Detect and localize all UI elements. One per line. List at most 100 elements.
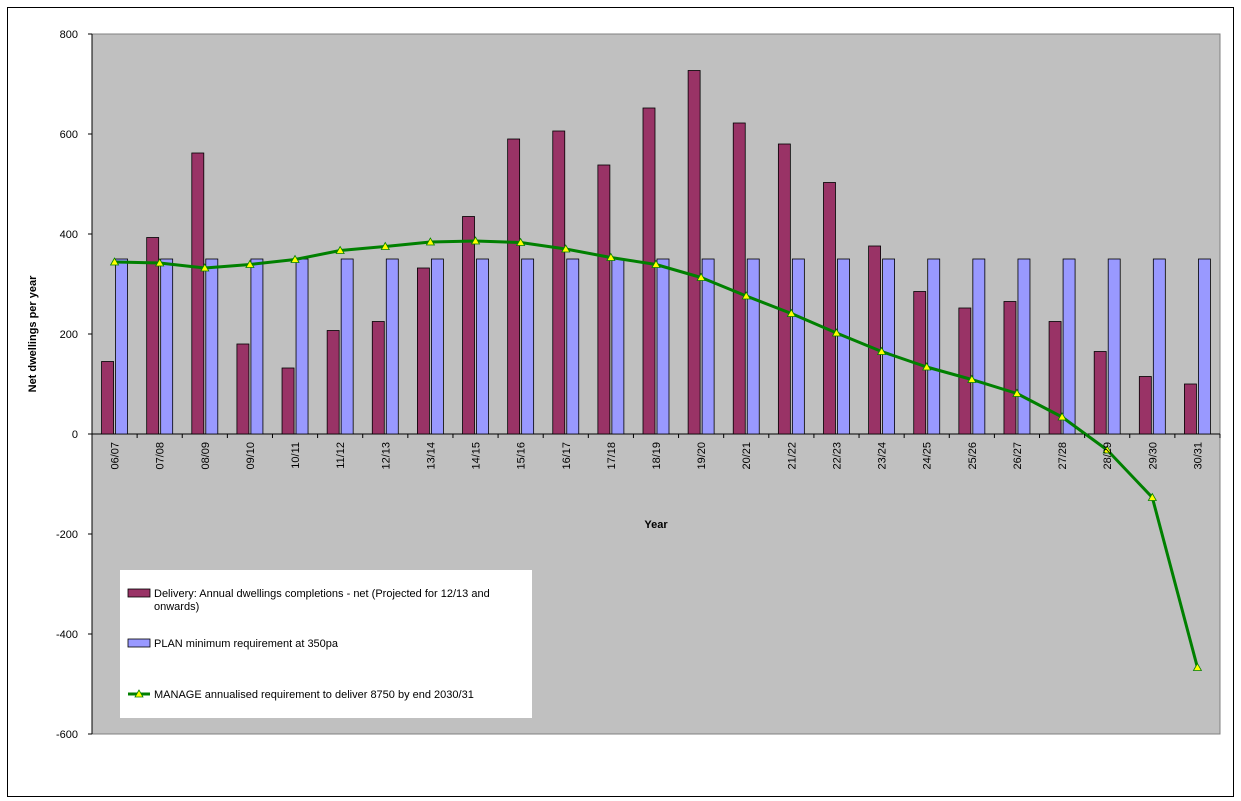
legend-label-delivery: Delivery: Annual dwellings completions -… bbox=[154, 588, 490, 613]
manage-point bbox=[696, 272, 706, 281]
manage-point bbox=[335, 245, 345, 254]
manage-point bbox=[651, 259, 661, 268]
x-axis-label: Year bbox=[644, 519, 668, 531]
x-tick-label: 25/26 bbox=[967, 442, 979, 470]
plan-bar bbox=[791, 258, 805, 435]
plan-bar bbox=[521, 258, 535, 435]
plan-bar bbox=[115, 258, 128, 435]
delivery-bar bbox=[1138, 376, 1152, 435]
y-tick-label: 200 bbox=[60, 329, 78, 341]
legend: Delivery: Annual dwellings completions -… bbox=[120, 570, 532, 718]
legend-label-plan: PLAN minimum requirement at 350pa bbox=[154, 638, 339, 650]
manage-point bbox=[831, 328, 842, 337]
manage-point bbox=[606, 252, 616, 261]
x-tick-label: 19/20 bbox=[696, 442, 708, 470]
delivery-bar bbox=[191, 152, 205, 435]
delivery-bar bbox=[958, 307, 972, 435]
plan-bar bbox=[1152, 258, 1166, 435]
delivery-bar bbox=[371, 321, 385, 435]
manage-point bbox=[154, 258, 165, 267]
manage-point bbox=[967, 374, 977, 383]
chart-svg: 800 600 400 200 0 -200 -400 -600 06/07 07/08 08/0… bbox=[27, 29, 1221, 741]
x-tick-label: 14/15 bbox=[471, 442, 483, 470]
plan-bar bbox=[927, 258, 941, 435]
manage-point bbox=[425, 237, 436, 246]
legend-box bbox=[120, 570, 532, 718]
delivery-bar bbox=[868, 245, 881, 435]
y-tick-label: 600 bbox=[60, 129, 78, 141]
x-tick-label: 18/19 bbox=[651, 442, 663, 470]
manage-point bbox=[1057, 412, 1067, 421]
x-tick-label: 10/11 bbox=[290, 442, 302, 469]
plan-bar bbox=[205, 258, 219, 435]
plan-bar bbox=[882, 258, 895, 435]
manage-point bbox=[290, 254, 300, 263]
delivery-bar bbox=[101, 361, 114, 435]
manage-point bbox=[515, 237, 526, 246]
legend-swatch-plan bbox=[127, 638, 151, 648]
delivery-bar bbox=[236, 343, 250, 435]
delivery-bar bbox=[146, 237, 160, 435]
x-tick-label: 07/08 bbox=[155, 442, 167, 470]
delivery-bar bbox=[1048, 321, 1062, 435]
plan-bar bbox=[385, 258, 399, 435]
x-tick-label: 13/14 bbox=[425, 442, 437, 470]
plan-bar bbox=[295, 258, 309, 435]
plan-bar bbox=[701, 258, 715, 435]
manage-point bbox=[561, 244, 571, 253]
y-axis-label: Net dwellings per year bbox=[27, 275, 39, 392]
legend-swatch-delivery bbox=[127, 588, 151, 598]
plan-bar bbox=[972, 258, 986, 435]
delivery-bar bbox=[1184, 383, 1197, 435]
manage-point bbox=[200, 263, 210, 272]
y-tick-label: -600 bbox=[56, 729, 78, 741]
plan-bar bbox=[1062, 258, 1076, 435]
x-tick-label: 30/31 bbox=[1192, 442, 1204, 470]
x-tick-label: 26/27 bbox=[1012, 442, 1024, 470]
delivery-bar bbox=[642, 107, 656, 435]
x-tick-label: 17/18 bbox=[606, 442, 618, 470]
legend-label-manage: MANAGE annualised requirement to deliver… bbox=[154, 689, 474, 701]
manage-point bbox=[1147, 492, 1158, 501]
x-tick-label: 23/24 bbox=[877, 442, 889, 470]
x-tick-label: 28/29 bbox=[1102, 442, 1114, 470]
plan-bar bbox=[837, 258, 850, 435]
x-tick-label: 16/17 bbox=[561, 442, 573, 470]
x-tick-label: 24/25 bbox=[922, 442, 934, 470]
x-tick-label: 09/10 bbox=[245, 442, 257, 470]
delivery-bar bbox=[687, 70, 701, 435]
plan-bar bbox=[1107, 258, 1121, 435]
delivery-bar bbox=[823, 182, 836, 435]
delivery-bar bbox=[462, 216, 475, 435]
delivery-bar bbox=[507, 138, 521, 435]
delivery-bar bbox=[1093, 351, 1107, 435]
delivery-bar bbox=[552, 130, 566, 435]
manage-point bbox=[1102, 445, 1112, 454]
x-tick-label: 27/28 bbox=[1057, 442, 1069, 470]
x-tick-label: 08/09 bbox=[200, 442, 212, 470]
x-tick-label: 12/13 bbox=[380, 442, 392, 470]
x-tick-label: 15/16 bbox=[516, 442, 528, 470]
manage-point bbox=[786, 308, 797, 317]
plan-bar bbox=[476, 258, 489, 435]
delivery-bar bbox=[281, 367, 295, 435]
y-tick-label: 400 bbox=[60, 229, 78, 241]
plan-bar bbox=[430, 258, 444, 435]
manage-point bbox=[1012, 388, 1022, 397]
plan-bar bbox=[1198, 258, 1211, 435]
plan-bar bbox=[566, 258, 580, 435]
manage-point bbox=[245, 259, 255, 268]
manage-point bbox=[1192, 662, 1203, 671]
delivery-bar bbox=[732, 122, 746, 435]
delivery-bar bbox=[326, 330, 340, 435]
manage-point bbox=[380, 241, 390, 250]
x-tick-label: 06/07 bbox=[110, 442, 122, 470]
y-tick-label: 0 bbox=[72, 429, 78, 441]
plan-bar bbox=[250, 258, 264, 435]
manage-point bbox=[922, 362, 932, 371]
plan-bar bbox=[340, 258, 354, 435]
delivery-bar bbox=[777, 143, 791, 435]
x-tick-label: 21/22 bbox=[786, 442, 798, 470]
plan-bar bbox=[656, 258, 670, 435]
plan-bar bbox=[611, 258, 625, 435]
